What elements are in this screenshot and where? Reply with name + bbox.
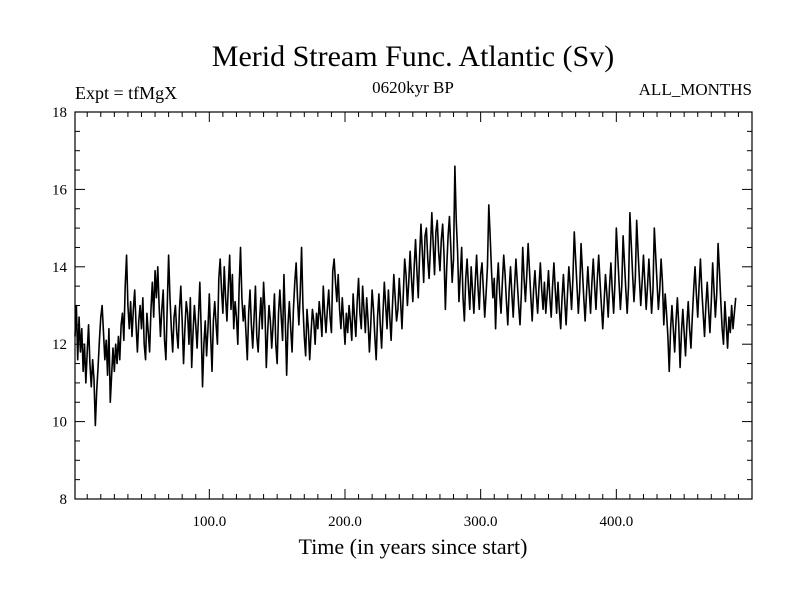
x-tick-label: 400.0	[599, 514, 633, 530]
plot-frame	[74, 111, 753, 500]
x-axis	[86, 112, 739, 499]
x-tick-labels: 100.0 200.0 300.0 400.0	[192, 514, 633, 530]
x-tick-label: 100.0	[192, 514, 226, 530]
x-tick-label: 300.0	[464, 514, 498, 530]
y-tick-labels: 8 10 12 14 16 18	[52, 105, 68, 508]
period-label: 0620kyr BP	[372, 78, 454, 97]
series-line	[74, 165, 737, 427]
x-tick-label: 200.0	[328, 514, 362, 530]
x-axis-label: Time (in years since start)	[299, 534, 528, 559]
y-tick-label: 14	[52, 260, 68, 276]
y-tick-label: 8	[60, 492, 68, 508]
y-tick-label: 12	[52, 337, 67, 353]
experiment-label: Expt = tfMgX	[75, 83, 177, 103]
chart-title: Merid Stream Func. Atlantic (Sv)	[212, 40, 614, 73]
y-tick-label: 18	[52, 105, 67, 121]
y-tick-label: 10	[52, 415, 67, 431]
y-axis	[75, 130, 752, 481]
y-tick-label: 16	[52, 182, 68, 198]
months-label: ALL_MONTHS	[639, 80, 752, 99]
